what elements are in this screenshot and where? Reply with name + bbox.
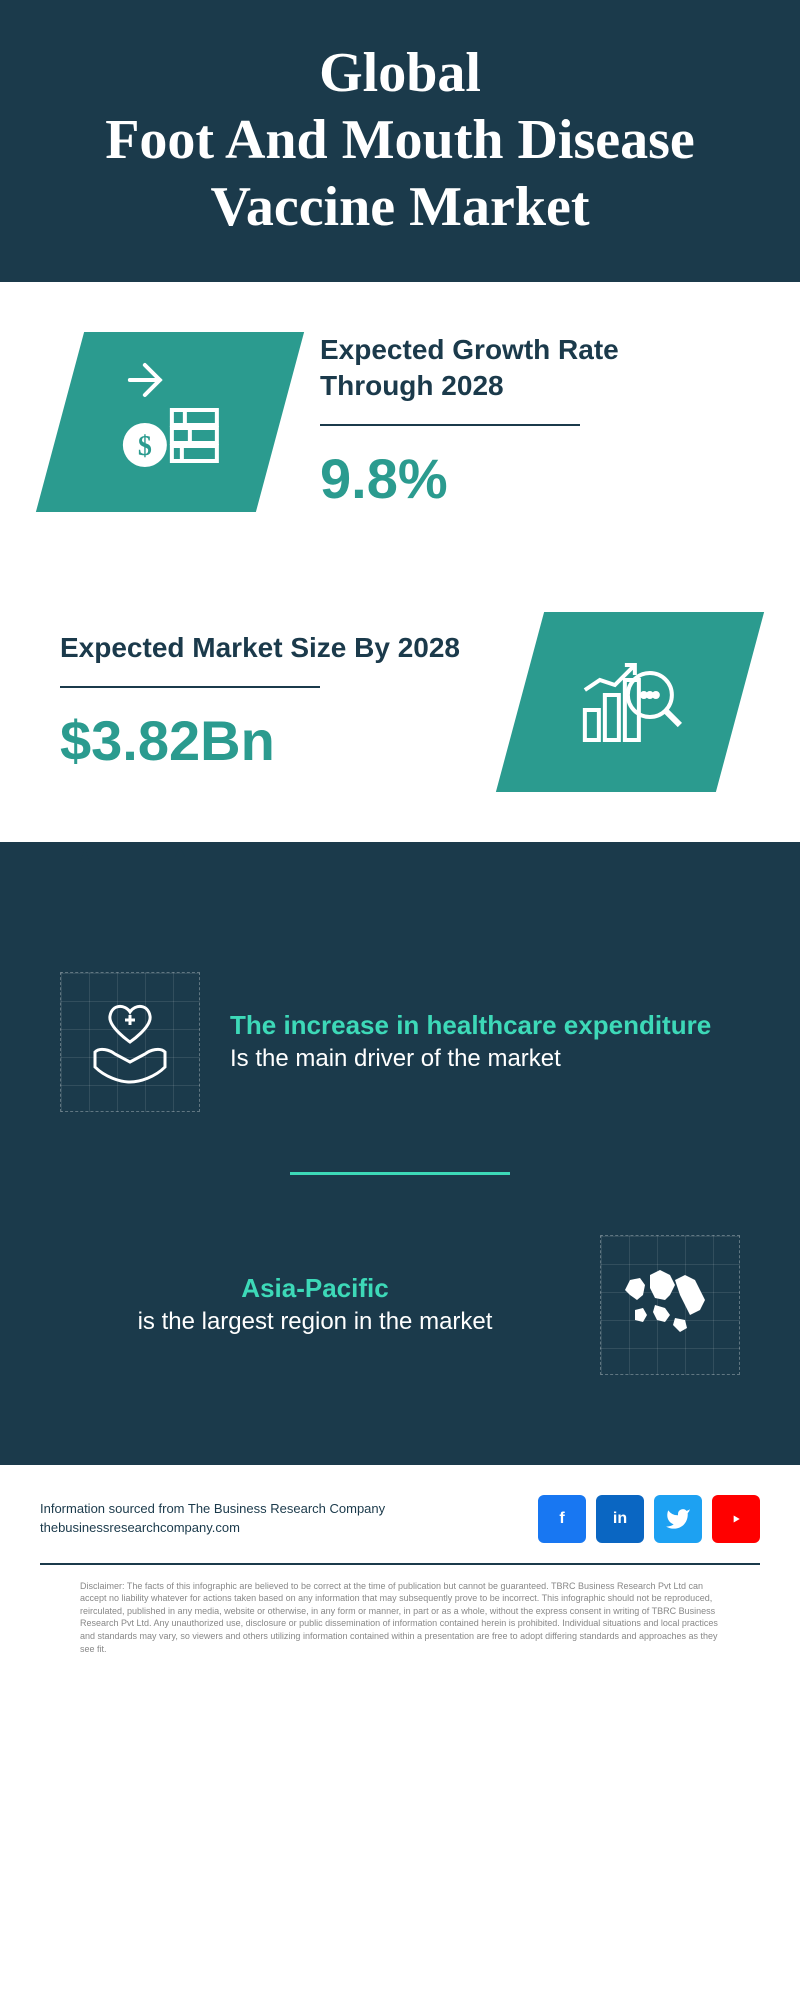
divider <box>60 686 320 688</box>
driver-subtext: Is the main driver of the market <box>230 1043 740 1074</box>
header: GlobalFoot And Mouth Disease Vaccine Mar… <box>0 0 800 282</box>
footer: Information sourced from The Business Re… <box>0 1465 800 1563</box>
region-highlight: Asia-Pacific <box>60 1272 570 1306</box>
driver-highlight: The increase in healthcare expenditure <box>230 1009 740 1043</box>
dark-section: The increase in healthcare expenditure I… <box>0 842 800 1465</box>
market-value: $3.82Bn <box>60 708 480 773</box>
footer-line1: Information sourced from The Business Re… <box>40 1500 385 1518</box>
youtube-icon[interactable] <box>712 1495 760 1543</box>
page-title: GlobalFoot And Mouth Disease Vaccine Mar… <box>30 40 770 242</box>
growth-rate-section: $ Expected Growth Rate Through 2028 9.8% <box>0 282 800 562</box>
facebook-icon[interactable]: f <box>538 1495 586 1543</box>
region-subtext: is the largest region in the market <box>60 1306 570 1337</box>
disclaimer: Disclaimer: The facts of this infographi… <box>40 1563 760 1686</box>
growth-text: Expected Growth Rate Through 2028 9.8% <box>320 332 740 512</box>
footer-line2: thebusinessresearchcompany.com <box>40 1519 385 1537</box>
svg-text:$: $ <box>138 430 152 461</box>
market-size-section: Expected Market Size By 2028 $3.82Bn <box>0 562 800 842</box>
healthcare-icon-box <box>60 972 200 1112</box>
healthcare-hands-icon <box>80 992 180 1092</box>
driver-block: The increase in healthcare expenditure I… <box>0 942 800 1142</box>
divider <box>320 424 580 426</box>
linkedin-icon[interactable]: in <box>596 1495 644 1543</box>
twitter-icon[interactable] <box>654 1495 702 1543</box>
market-label: Expected Market Size By 2028 <box>60 630 480 666</box>
social-icons: f in <box>538 1495 760 1543</box>
region-block: Asia-Pacific is the largest region in th… <box>0 1205 800 1405</box>
growth-icon-box: $ <box>36 332 304 512</box>
growth-label: Expected Growth Rate Through 2028 <box>320 332 740 405</box>
market-text: Expected Market Size By 2028 $3.82Bn <box>60 630 480 773</box>
map-icon-box <box>600 1235 740 1375</box>
disclaimer-text: Disclaimer: The facts of this infographi… <box>80 1580 720 1656</box>
money-growth-icon: $ <box>110 359 230 479</box>
market-icon-box <box>496 612 764 792</box>
skyline <box>0 842 800 942</box>
growth-value: 9.8% <box>320 446 740 511</box>
footer-text: Information sourced from The Business Re… <box>40 1500 385 1536</box>
region-text: Asia-Pacific is the largest region in th… <box>60 1272 570 1337</box>
teal-divider <box>290 1172 510 1175</box>
driver-text: The increase in healthcare expenditure I… <box>230 1009 740 1074</box>
map-icon <box>615 1260 725 1350</box>
chart-analysis-icon <box>570 639 690 759</box>
